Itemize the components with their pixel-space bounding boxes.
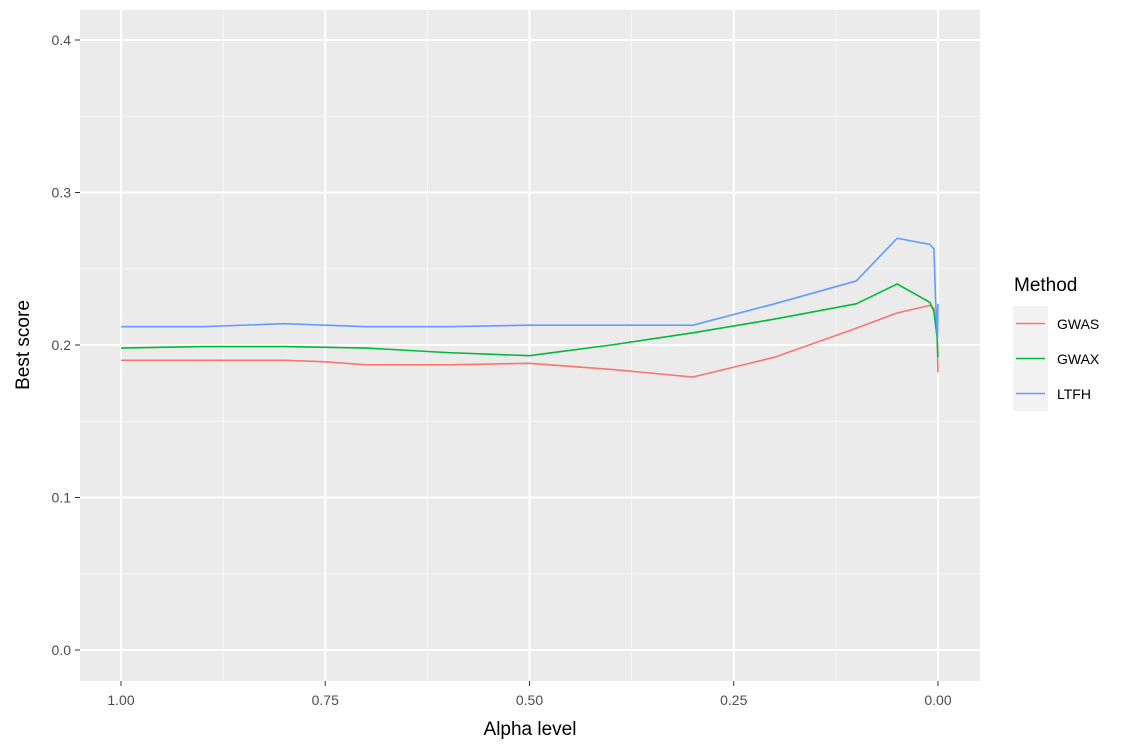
- y-axis-label: Best score: [13, 300, 34, 390]
- y-tick-label: 0.1: [52, 490, 72, 506]
- y-tick-label: 0.3: [52, 185, 72, 201]
- x-axis-ticks: 1.00 0.75 0.50 0.25 0.00: [107, 681, 952, 708]
- legend-label-gwax: GWAX: [1057, 351, 1100, 367]
- y-tick-label: 0.0: [52, 642, 72, 658]
- x-tick-label: 0.00: [924, 692, 951, 708]
- series-line-gwax: [120, 283, 939, 358]
- series-lines: [120, 237, 939, 378]
- legend-label-ltfh: LTFH: [1057, 386, 1091, 402]
- legend: Method GWAS GWAX LTFH: [1013, 275, 1100, 411]
- y-axis-ticks: 0.0 0.1 0.2 0.3 0.4: [52, 32, 80, 658]
- legend-title: Method: [1014, 275, 1077, 296]
- x-tick-label: 1.00: [107, 692, 134, 708]
- major-gridlines: [80, 10, 980, 681]
- x-tick-label: 0.50: [516, 692, 543, 708]
- x-tick-label: 0.25: [720, 692, 747, 708]
- series-line-ltfh: [121, 237, 939, 339]
- x-tick-label: 0.75: [312, 692, 339, 708]
- legend-label-gwas: GWAS: [1057, 316, 1099, 332]
- y-tick-label: 0.4: [52, 32, 72, 48]
- x-axis-label: Alpha level: [484, 719, 577, 740]
- y-tick-label: 0.2: [52, 337, 72, 353]
